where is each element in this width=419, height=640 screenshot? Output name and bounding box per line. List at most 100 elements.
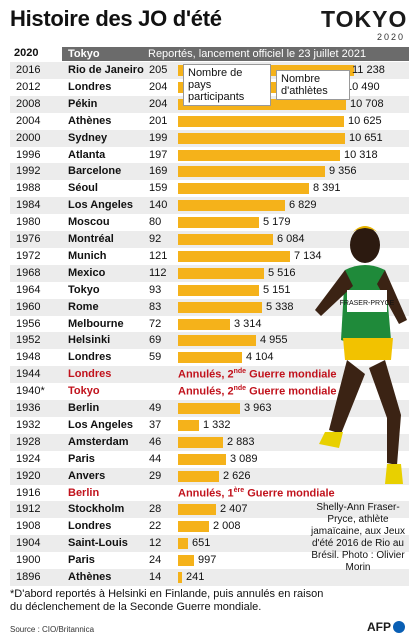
- athletes-bar: [178, 419, 199, 431]
- row-city: Los Angeles: [68, 418, 133, 431]
- table-row: 1948 Londres 59 4 104: [10, 349, 409, 366]
- row-city: Rome: [68, 300, 99, 313]
- row-athletes-count: 2 883: [227, 435, 255, 448]
- logo-word: TOKYO: [321, 6, 408, 32]
- row-nations-count: 93: [149, 283, 162, 296]
- row-nations-count: 205: [149, 64, 168, 76]
- table-row: 1988 Séoul 159 8 391: [10, 180, 409, 197]
- row-city: Tokyo: [68, 385, 100, 398]
- row-nations-count: 24: [149, 554, 162, 567]
- photo-caption: Shelly-Ann Fraser-Pryce, athlète jamaïca…: [311, 502, 405, 573]
- athletes-bar: [178, 234, 273, 245]
- table-row: 1996 Atlanta 197 10 318: [10, 147, 409, 164]
- athletes-bar: [178, 572, 182, 583]
- row-nations-count: 59: [149, 351, 162, 364]
- row-city: Barcelone: [68, 165, 122, 178]
- row-city: Saint-Louis: [68, 537, 128, 550]
- row-city: Londres: [68, 520, 112, 533]
- row-year: 1972: [16, 249, 41, 262]
- row-nations-count: 37: [149, 418, 162, 431]
- row-year: 2008: [16, 97, 41, 110]
- afp-dot-icon: [393, 621, 405, 633]
- row-athletes-count: 241: [186, 571, 205, 583]
- row-city: Séoul: [68, 182, 98, 195]
- table-row: 1980 Moscou 80 5 179: [10, 214, 409, 231]
- row-city: Anvers: [68, 469, 106, 482]
- header-note: Reportés, lancement officiel le 23 juill…: [148, 48, 367, 60]
- row-nations-count: 72: [149, 317, 162, 330]
- row-athletes-count: 10 625: [348, 114, 382, 127]
- row-year: 1932: [16, 418, 41, 431]
- row-nations-count: 169: [149, 165, 168, 178]
- athletes-bar: [178, 267, 264, 279]
- row-city: Sydney: [68, 131, 108, 144]
- row-nations-count: 92: [149, 233, 162, 245]
- row-nations-count: 69: [149, 334, 162, 347]
- row-athletes-count: 3 314: [234, 317, 262, 330]
- athletes-bar: [178, 115, 344, 127]
- source: Source : CIO/Britannica: [10, 625, 95, 634]
- row-athletes-count: 10 651: [349, 131, 383, 144]
- table-row: 1900 Paris 24 997: [10, 552, 409, 569]
- athletes-bar: [178, 284, 259, 296]
- row-city: Berlin: [68, 402, 100, 414]
- row-cancelled-note: Annulés, 2nde Guerre mondiale: [178, 368, 337, 381]
- table-row: 1940* Tokyo Annulés, 2nde Guerre mondiale: [10, 383, 409, 400]
- row-athletes-count: 10 708: [350, 97, 384, 110]
- athletes-bar: [178, 470, 219, 482]
- row-year: 1908: [16, 520, 41, 533]
- athletes-bar: [178, 166, 325, 178]
- athletes-bar: [178, 403, 240, 414]
- athletes-bar: [178, 453, 226, 465]
- row-athletes-count: 2 407: [220, 503, 248, 516]
- row-year: 1964: [16, 283, 41, 296]
- row-year: 1956: [16, 317, 41, 330]
- row-city: Atlanta: [68, 148, 106, 161]
- row-year: 2016: [16, 64, 41, 76]
- row-athletes-count: 6 084: [277, 233, 305, 245]
- table-row: 1960 Rome 83 5 338: [10, 298, 409, 316]
- header-bar: [62, 47, 409, 61]
- table-row: 1972 Munich 121 7 134: [10, 248, 409, 265]
- row-athletes-count: 5 516: [268, 266, 296, 279]
- row-year: 1992: [16, 165, 41, 178]
- row-athletes-count: 5 179: [263, 216, 291, 229]
- athletes-bar: [178, 352, 242, 364]
- row-city: Athènes: [68, 571, 112, 583]
- athletes-bar: [178, 555, 194, 567]
- table-row: 1908 Londres 22 2 008: [10, 518, 409, 535]
- athletes-bar: [178, 521, 209, 533]
- row-year: 1976: [16, 233, 41, 245]
- row-year: 1952: [16, 334, 41, 347]
- row-year: 1960: [16, 300, 41, 313]
- row-city: Montréal: [68, 233, 114, 245]
- athlete-bib: FRASER-PRYCE: [340, 300, 395, 307]
- row-year: 1904: [16, 537, 41, 550]
- table-row: 1896 Athènes 14 241: [10, 569, 409, 586]
- row-athletes-count: 8 391: [313, 182, 341, 195]
- row-city: Pékin: [68, 97, 98, 110]
- row-nations-count: 199: [149, 131, 168, 144]
- table-row: 1964 Tokyo 93 5 151: [10, 282, 409, 299]
- row-athletes-count: 4 104: [246, 351, 274, 364]
- header-city: Tokyo: [68, 48, 100, 60]
- row-cancelled-note: Annulés, 2nde Guerre mondiale: [178, 385, 337, 398]
- row-athletes-count: 5 338: [266, 300, 294, 313]
- row-athletes-count: 4 955: [260, 334, 288, 347]
- athletes-bar: [178, 301, 262, 313]
- athletes-bar: [178, 149, 340, 161]
- row-year: 1936: [16, 402, 41, 414]
- row-nations-count: 44: [149, 452, 162, 465]
- table-row: 1916 Berlin Annulés, 1ère Guerre mondiale: [10, 485, 409, 502]
- row-nations-count: 46: [149, 435, 162, 448]
- table-row: 1952 Helsinki 69 4 955: [10, 332, 409, 350]
- row-year: 1940*: [16, 385, 45, 398]
- row-year: 1944: [16, 368, 41, 381]
- table-row: 1976 Montréal 92 6 084: [10, 231, 409, 248]
- athletes-bar: [178, 183, 309, 195]
- row-year: 1900: [16, 554, 41, 567]
- table-row: 1912 Stockholm 28 2 407: [10, 501, 409, 519]
- row-athletes-count: 651: [192, 537, 211, 550]
- athletes-bar: [178, 250, 290, 262]
- row-athletes-count: 10 490: [346, 80, 380, 93]
